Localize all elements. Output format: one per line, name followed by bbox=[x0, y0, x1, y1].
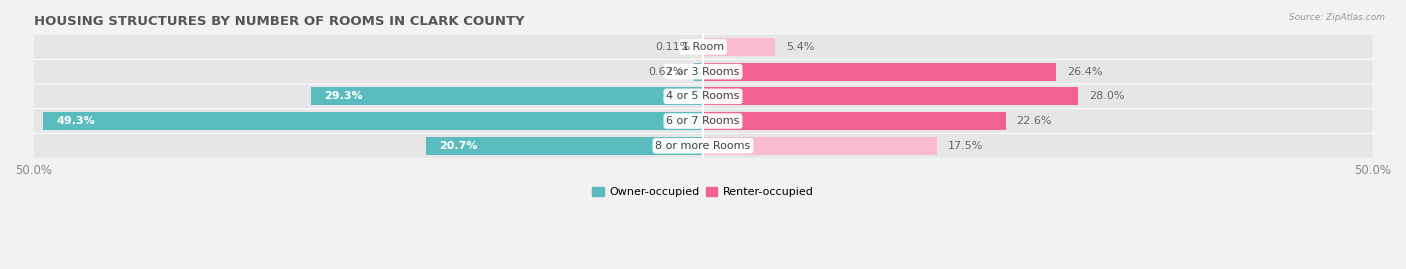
Text: 0.11%: 0.11% bbox=[655, 42, 690, 52]
Text: 22.6%: 22.6% bbox=[1017, 116, 1052, 126]
Text: 4 or 5 Rooms: 4 or 5 Rooms bbox=[666, 91, 740, 101]
Bar bbox=[703, 137, 938, 155]
Bar bbox=[703, 63, 1056, 80]
FancyBboxPatch shape bbox=[34, 35, 1372, 59]
Text: 49.3%: 49.3% bbox=[56, 116, 96, 126]
Text: Source: ZipAtlas.com: Source: ZipAtlas.com bbox=[1289, 13, 1385, 22]
Bar bbox=[703, 38, 775, 56]
FancyBboxPatch shape bbox=[34, 134, 1372, 158]
Legend: Owner-occupied, Renter-occupied: Owner-occupied, Renter-occupied bbox=[588, 182, 818, 202]
Text: 1 Room: 1 Room bbox=[682, 42, 724, 52]
Text: 0.67%: 0.67% bbox=[648, 67, 683, 77]
FancyBboxPatch shape bbox=[34, 60, 1372, 83]
Bar bbox=[702, 38, 703, 56]
FancyBboxPatch shape bbox=[34, 84, 1372, 108]
Text: 29.3%: 29.3% bbox=[323, 91, 363, 101]
Bar bbox=[311, 87, 703, 105]
Bar bbox=[42, 112, 703, 130]
Text: 28.0%: 28.0% bbox=[1088, 91, 1125, 101]
Text: 5.4%: 5.4% bbox=[786, 42, 814, 52]
Text: 6 or 7 Rooms: 6 or 7 Rooms bbox=[666, 116, 740, 126]
Bar bbox=[703, 112, 1005, 130]
Bar bbox=[695, 63, 703, 80]
FancyBboxPatch shape bbox=[34, 109, 1372, 133]
Bar bbox=[426, 137, 703, 155]
Bar bbox=[703, 87, 1078, 105]
Text: 8 or more Rooms: 8 or more Rooms bbox=[655, 141, 751, 151]
Text: 17.5%: 17.5% bbox=[948, 141, 983, 151]
Text: 26.4%: 26.4% bbox=[1067, 67, 1102, 77]
Text: 20.7%: 20.7% bbox=[439, 141, 478, 151]
Text: HOUSING STRUCTURES BY NUMBER OF ROOMS IN CLARK COUNTY: HOUSING STRUCTURES BY NUMBER OF ROOMS IN… bbox=[34, 15, 524, 28]
Text: 2 or 3 Rooms: 2 or 3 Rooms bbox=[666, 67, 740, 77]
